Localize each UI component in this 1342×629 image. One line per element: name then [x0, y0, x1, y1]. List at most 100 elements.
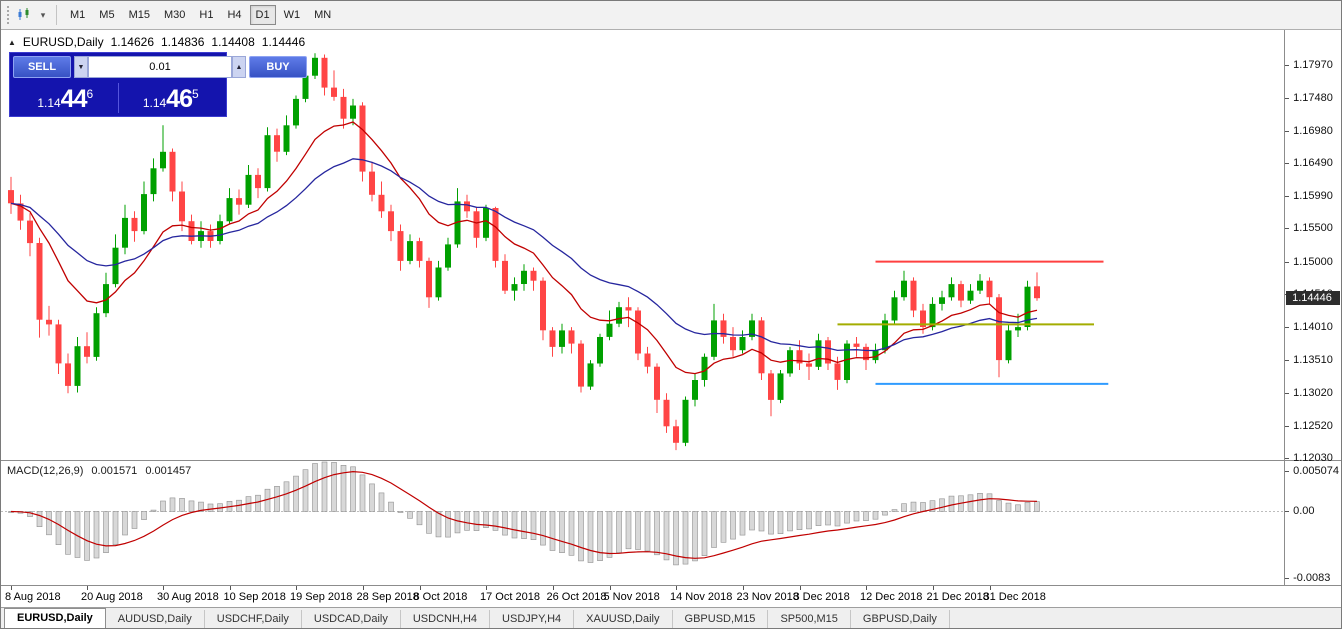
chart-tools-icon[interactable]	[15, 6, 35, 24]
sell-button[interactable]: SELL	[13, 56, 71, 78]
price-scale[interactable]: 1.14446 1.17970 1.17480 1.16980 1.16490 1.15…	[1284, 30, 1341, 464]
timeframe-button-h4[interactable]: H4	[221, 5, 247, 25]
date-axis-label: 10 Sep 2018	[223, 591, 286, 603]
macd-scale-tick	[1285, 511, 1290, 512]
date-axis[interactable]: 8 Aug 2018 20 Aug 2018 30 Aug 2018 10 Sep 2…	[1, 586, 1341, 607]
date-axis-label: 14 Nov 2018	[670, 591, 733, 603]
price-scale-tick	[1285, 360, 1290, 361]
chart-tab-sp500-m15[interactable]: SP500,M15	[768, 609, 851, 628]
chart-high-value: 1.14836	[161, 35, 205, 49]
price-scale-tick	[1285, 98, 1290, 99]
date-axis-label: 19 Sep 2018	[290, 591, 353, 603]
chart-tab-usdcnh-h4[interactable]: USDCNH,H4	[401, 609, 491, 628]
price-scale-tick	[1285, 458, 1290, 459]
ask-price: 1.14 46 5	[119, 87, 224, 113]
price-scale-label: 1.15500	[1293, 222, 1333, 235]
chart-low-value: 1.14408	[211, 35, 255, 49]
chart-tab-eurusd-daily[interactable]: EURUSD,Daily	[4, 608, 106, 628]
date-axis-label: 8 Aug 2018	[5, 591, 61, 603]
price-scale-label: 1.17970	[1293, 59, 1333, 72]
toolbar-dropdown-caret-icon[interactable]: ▾	[40, 9, 46, 20]
price-scale-tick	[1285, 65, 1290, 66]
macd-indicator-panel[interactable]	[1, 461, 1285, 585]
timeframe-button-d1[interactable]: D1	[249, 5, 276, 25]
macd-scale-label: 0.005074	[1293, 464, 1339, 477]
timeframe-button-m5[interactable]: M5	[93, 5, 120, 25]
chart-symbol-period: EURUSD,Daily	[22, 35, 104, 49]
chart-tab-audusd-daily[interactable]: AUDUSD,Daily	[106, 609, 205, 628]
macd-label: MACD(12,26,9) 0.001571 0.001457	[7, 465, 191, 477]
chart-title: ▲ EURUSD,Daily 1.14626 1.14836 1.14408 1…	[8, 35, 305, 49]
price-chart-window: ▲ EURUSD,Daily 1.14626 1.14836 1.14408 1…	[1, 30, 1341, 464]
date-axis-label: 8 Oct 2018	[413, 591, 468, 603]
date-axis-tick	[610, 586, 611, 590]
price-scale-tick	[1285, 228, 1290, 229]
date-axis-label: 31 Dec 2018	[983, 591, 1046, 603]
timeframe-button-m15[interactable]: M15	[123, 5, 156, 25]
price-scale-tick	[1285, 393, 1290, 394]
chart-marker-icon: ▲	[8, 37, 16, 47]
date-axis-tick	[866, 586, 867, 590]
date-axis-label: 26 Oct 2018	[546, 591, 607, 603]
price-scale-tick	[1285, 196, 1290, 197]
chart-tab-usdjpy-h4[interactable]: USDJPY,H4	[490, 609, 575, 628]
chart-tab-usdcad-daily[interactable]: USDCAD,Daily	[302, 609, 401, 628]
timeframe-toolbar: ▾ M1 M5 M15 M30 H1 H4 D1 W1 MN	[1, 1, 1341, 30]
date-axis-tick	[163, 586, 164, 590]
macd-scale-label: 0.00	[1293, 505, 1315, 518]
macd-main-value: 0.001571	[91, 465, 138, 477]
chart-tab-bar: EURUSD,Daily AUDUSD,Daily USDCHF,Daily USDC…	[1, 607, 1341, 628]
date-axis-tick	[486, 586, 487, 590]
lot-decrease-button[interactable]: ▼	[74, 56, 88, 78]
lot-increase-button[interactable]: ▲	[232, 56, 246, 78]
date-axis-tick	[87, 586, 88, 590]
timeframe-button-m1[interactable]: M1	[64, 5, 91, 25]
chart-tab-gbpusd-daily[interactable]: GBPUSD,Daily	[851, 609, 950, 628]
timeframe-buttons: M1 M5 M15 M30 H1 H4 D1 W1 MN	[64, 5, 337, 25]
date-axis-label: 3 Dec 2018	[793, 591, 850, 603]
toolbar-separator	[56, 5, 57, 25]
price-scale-label: 1.15000	[1293, 255, 1333, 268]
date-axis-tick	[363, 586, 364, 590]
date-axis-tick	[11, 586, 12, 590]
date-axis-label: 12 Dec 2018	[860, 591, 923, 603]
macd-scale-tick	[1285, 578, 1290, 579]
chart-tab-usdchf-daily[interactable]: USDCHF,Daily	[205, 609, 302, 628]
price-scale-label: 1.12520	[1293, 419, 1333, 432]
buy-button[interactable]: BUY	[249, 56, 307, 78]
price-scale-label: 1.15990	[1293, 190, 1333, 203]
date-axis-label: 17 Oct 2018	[480, 591, 540, 603]
price-scale-tick	[1285, 327, 1290, 328]
date-axis-tick	[743, 586, 744, 590]
date-axis-tick	[676, 586, 677, 590]
date-axis-tick	[933, 586, 934, 590]
price-scale-tick	[1285, 131, 1290, 132]
date-axis-tick	[296, 586, 297, 590]
price-scale-label: 1.16980	[1293, 124, 1333, 137]
toolbar-grip[interactable]	[7, 6, 9, 24]
macd-scale[interactable]: 0.005074 0.00 -0.0083	[1284, 461, 1341, 585]
bid-pipette: 6	[86, 87, 94, 101]
price-scale-label: 1.13510	[1293, 354, 1333, 367]
timeframe-button-h1[interactable]: H1	[193, 5, 219, 25]
timeframe-button-w1[interactable]: W1	[278, 5, 307, 25]
ask-prefix: 1.14	[142, 96, 167, 110]
price-scale-tick	[1285, 163, 1290, 164]
price-scale-label: 1.17480	[1293, 91, 1333, 104]
timeframe-button-m30[interactable]: M30	[158, 5, 191, 25]
macd-signal-value: 0.001457	[145, 465, 192, 477]
chart-tab-gbpusd-m15[interactable]: GBPUSD,M15	[673, 609, 769, 628]
date-axis-tick	[800, 586, 801, 590]
chart-tab-xauusd-daily[interactable]: XAUUSD,Daily	[574, 609, 673, 628]
timeframe-button-mn[interactable]: MN	[308, 5, 337, 25]
price-scale-tick	[1285, 262, 1290, 263]
date-axis-label: 30 Aug 2018	[157, 591, 219, 603]
macd-scale-label: -0.0083	[1293, 571, 1331, 584]
ask-pipette: 5	[191, 87, 199, 101]
chart-open-value: 1.14626	[110, 35, 154, 49]
bid-prefix: 1.14	[37, 96, 61, 110]
lot-input[interactable]	[88, 56, 232, 78]
date-axis-tick	[553, 586, 554, 590]
date-axis-tick	[230, 586, 231, 590]
